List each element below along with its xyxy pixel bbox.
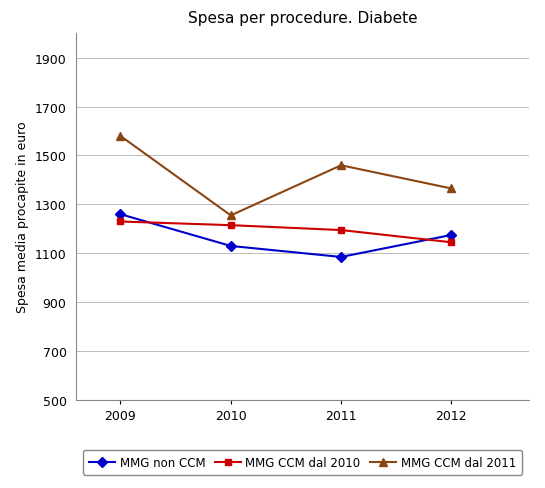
MMG non CCM (227, 244, 234, 249)
MMG CCM dal 2010 (227, 223, 234, 228)
MMG non CCM (117, 212, 124, 218)
Y-axis label: Spesa media procapite in euro: Spesa media procapite in euro (16, 122, 29, 313)
MMG CCM dal 2010 (448, 240, 455, 245)
MMG CCM dal 2010 (117, 219, 124, 225)
Legend: MMG non CCM, MMG CCM dal 2010, MMG CCM dal 2011: MMG non CCM, MMG CCM dal 2010, MMG CCM d… (83, 450, 522, 475)
MMG non CCM (338, 255, 344, 261)
Line: MMG CCM dal 2011: MMG CCM dal 2011 (116, 132, 456, 220)
MMG CCM dal 2011 (227, 213, 234, 219)
Line: MMG CCM dal 2010: MMG CCM dal 2010 (117, 219, 455, 246)
Title: Spesa per procedure. Diabete: Spesa per procedure. Diabete (187, 11, 417, 26)
MMG CCM dal 2011 (117, 134, 124, 140)
Line: MMG non CCM: MMG non CCM (117, 211, 455, 261)
MMG non CCM (448, 233, 455, 239)
MMG CCM dal 2010 (338, 227, 344, 233)
MMG CCM dal 2011 (338, 163, 344, 169)
MMG CCM dal 2011 (448, 186, 455, 192)
